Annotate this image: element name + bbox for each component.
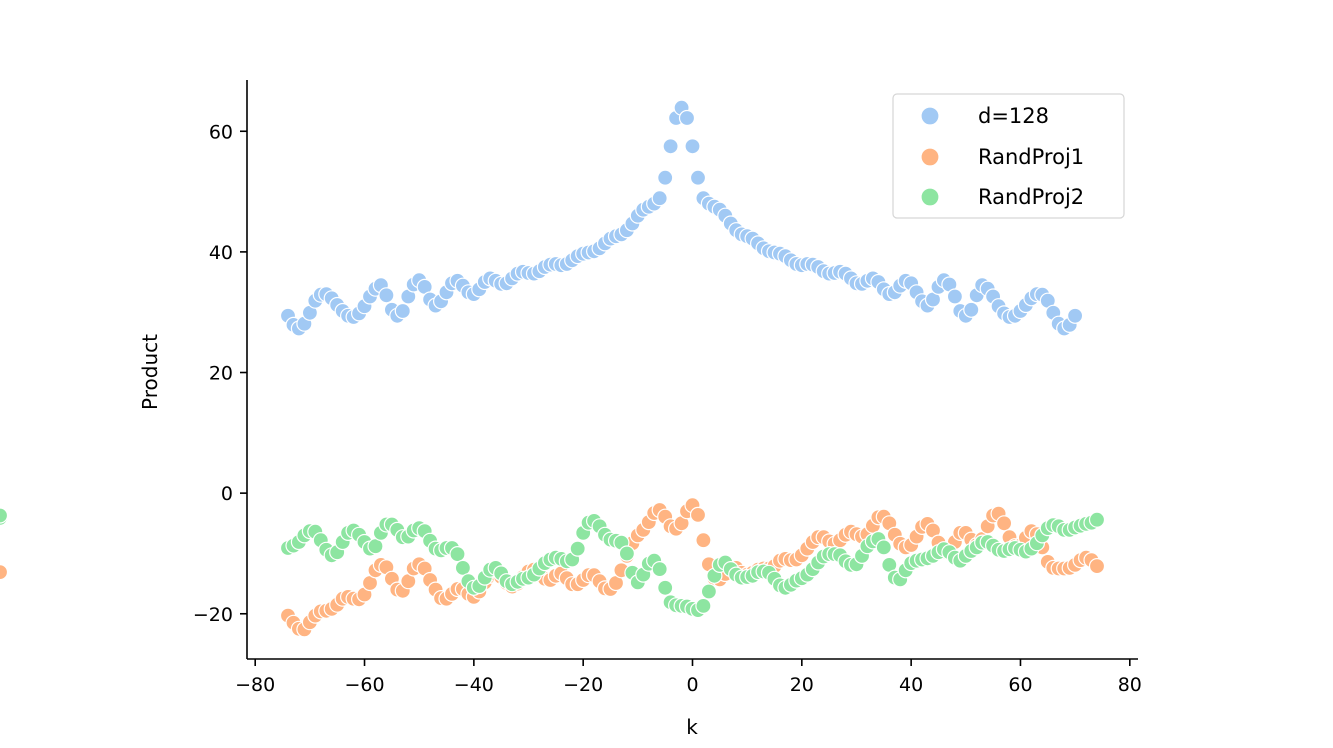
- point-randproj2: [875, 539, 892, 556]
- legend: d=128 RandProj1 RandProj2: [892, 93, 1125, 219]
- point-d128: [657, 169, 674, 186]
- x-axis-label: k: [686, 715, 698, 739]
- legend-box: [892, 93, 1125, 219]
- legend-marker-d128: [920, 106, 940, 126]
- x-tick-label: 80: [1118, 674, 1142, 696]
- x-tick-label: −20: [563, 674, 603, 696]
- point-randproj2: [657, 579, 674, 596]
- point-d128: [678, 109, 696, 127]
- x-tick-label: 0: [686, 674, 698, 696]
- point-randproj1: [995, 515, 1013, 532]
- x-tick-label: −40: [454, 674, 494, 696]
- point-randproj2: [0, 507, 9, 524]
- x-tick-label: −60: [344, 674, 384, 696]
- point-randproj2: [618, 545, 636, 562]
- point-randproj2: [1088, 511, 1106, 528]
- data-points: [0, 99, 1106, 638]
- point-randproj2: [651, 560, 668, 578]
- x-tick-label: 60: [1008, 674, 1032, 696]
- point-randproj1: [695, 532, 712, 549]
- point-randproj2: [695, 597, 712, 615]
- legend-marker-randproj1: [920, 147, 940, 167]
- point-d128: [963, 301, 980, 318]
- x-tick-label: 20: [790, 674, 814, 696]
- y-axis-label: Product: [138, 334, 162, 410]
- point-d128: [1066, 307, 1084, 324]
- point-randproj1: [689, 506, 707, 524]
- point-d128: [662, 138, 679, 155]
- point-randproj1: [1088, 557, 1106, 575]
- point-randproj2: [449, 545, 466, 563]
- x-axis-ticks: −80 −60 −40 −20 0 20 40 60 80: [235, 659, 1142, 696]
- y-tick-label: 60: [209, 121, 233, 143]
- x-tick-label: 40: [899, 674, 923, 696]
- point-d128: [684, 138, 701, 155]
- y-tick-label: 40: [209, 242, 233, 264]
- point-d128: [946, 288, 964, 305]
- point-randproj2: [700, 583, 718, 600]
- point-randproj2: [569, 540, 586, 557]
- legend-marker-randproj2: [920, 187, 940, 207]
- y-tick-label: 20: [209, 363, 233, 385]
- legend-label-randproj1: RandProj1: [978, 145, 1084, 169]
- x-tick-label: −80: [235, 674, 275, 696]
- y-tick-label: −20: [193, 604, 233, 626]
- y-axis-ticks: −20 0 20 40 60: [193, 121, 247, 626]
- legend-label-randproj2: RandProj2: [978, 185, 1084, 209]
- point-randproj1: [0, 564, 9, 581]
- point-d128: [651, 190, 668, 207]
- point-d128: [394, 302, 411, 320]
- point-d128: [378, 287, 395, 304]
- y-tick-label: 0: [221, 483, 233, 505]
- legend-label-d128: d=128: [978, 104, 1049, 128]
- point-d128: [689, 169, 707, 186]
